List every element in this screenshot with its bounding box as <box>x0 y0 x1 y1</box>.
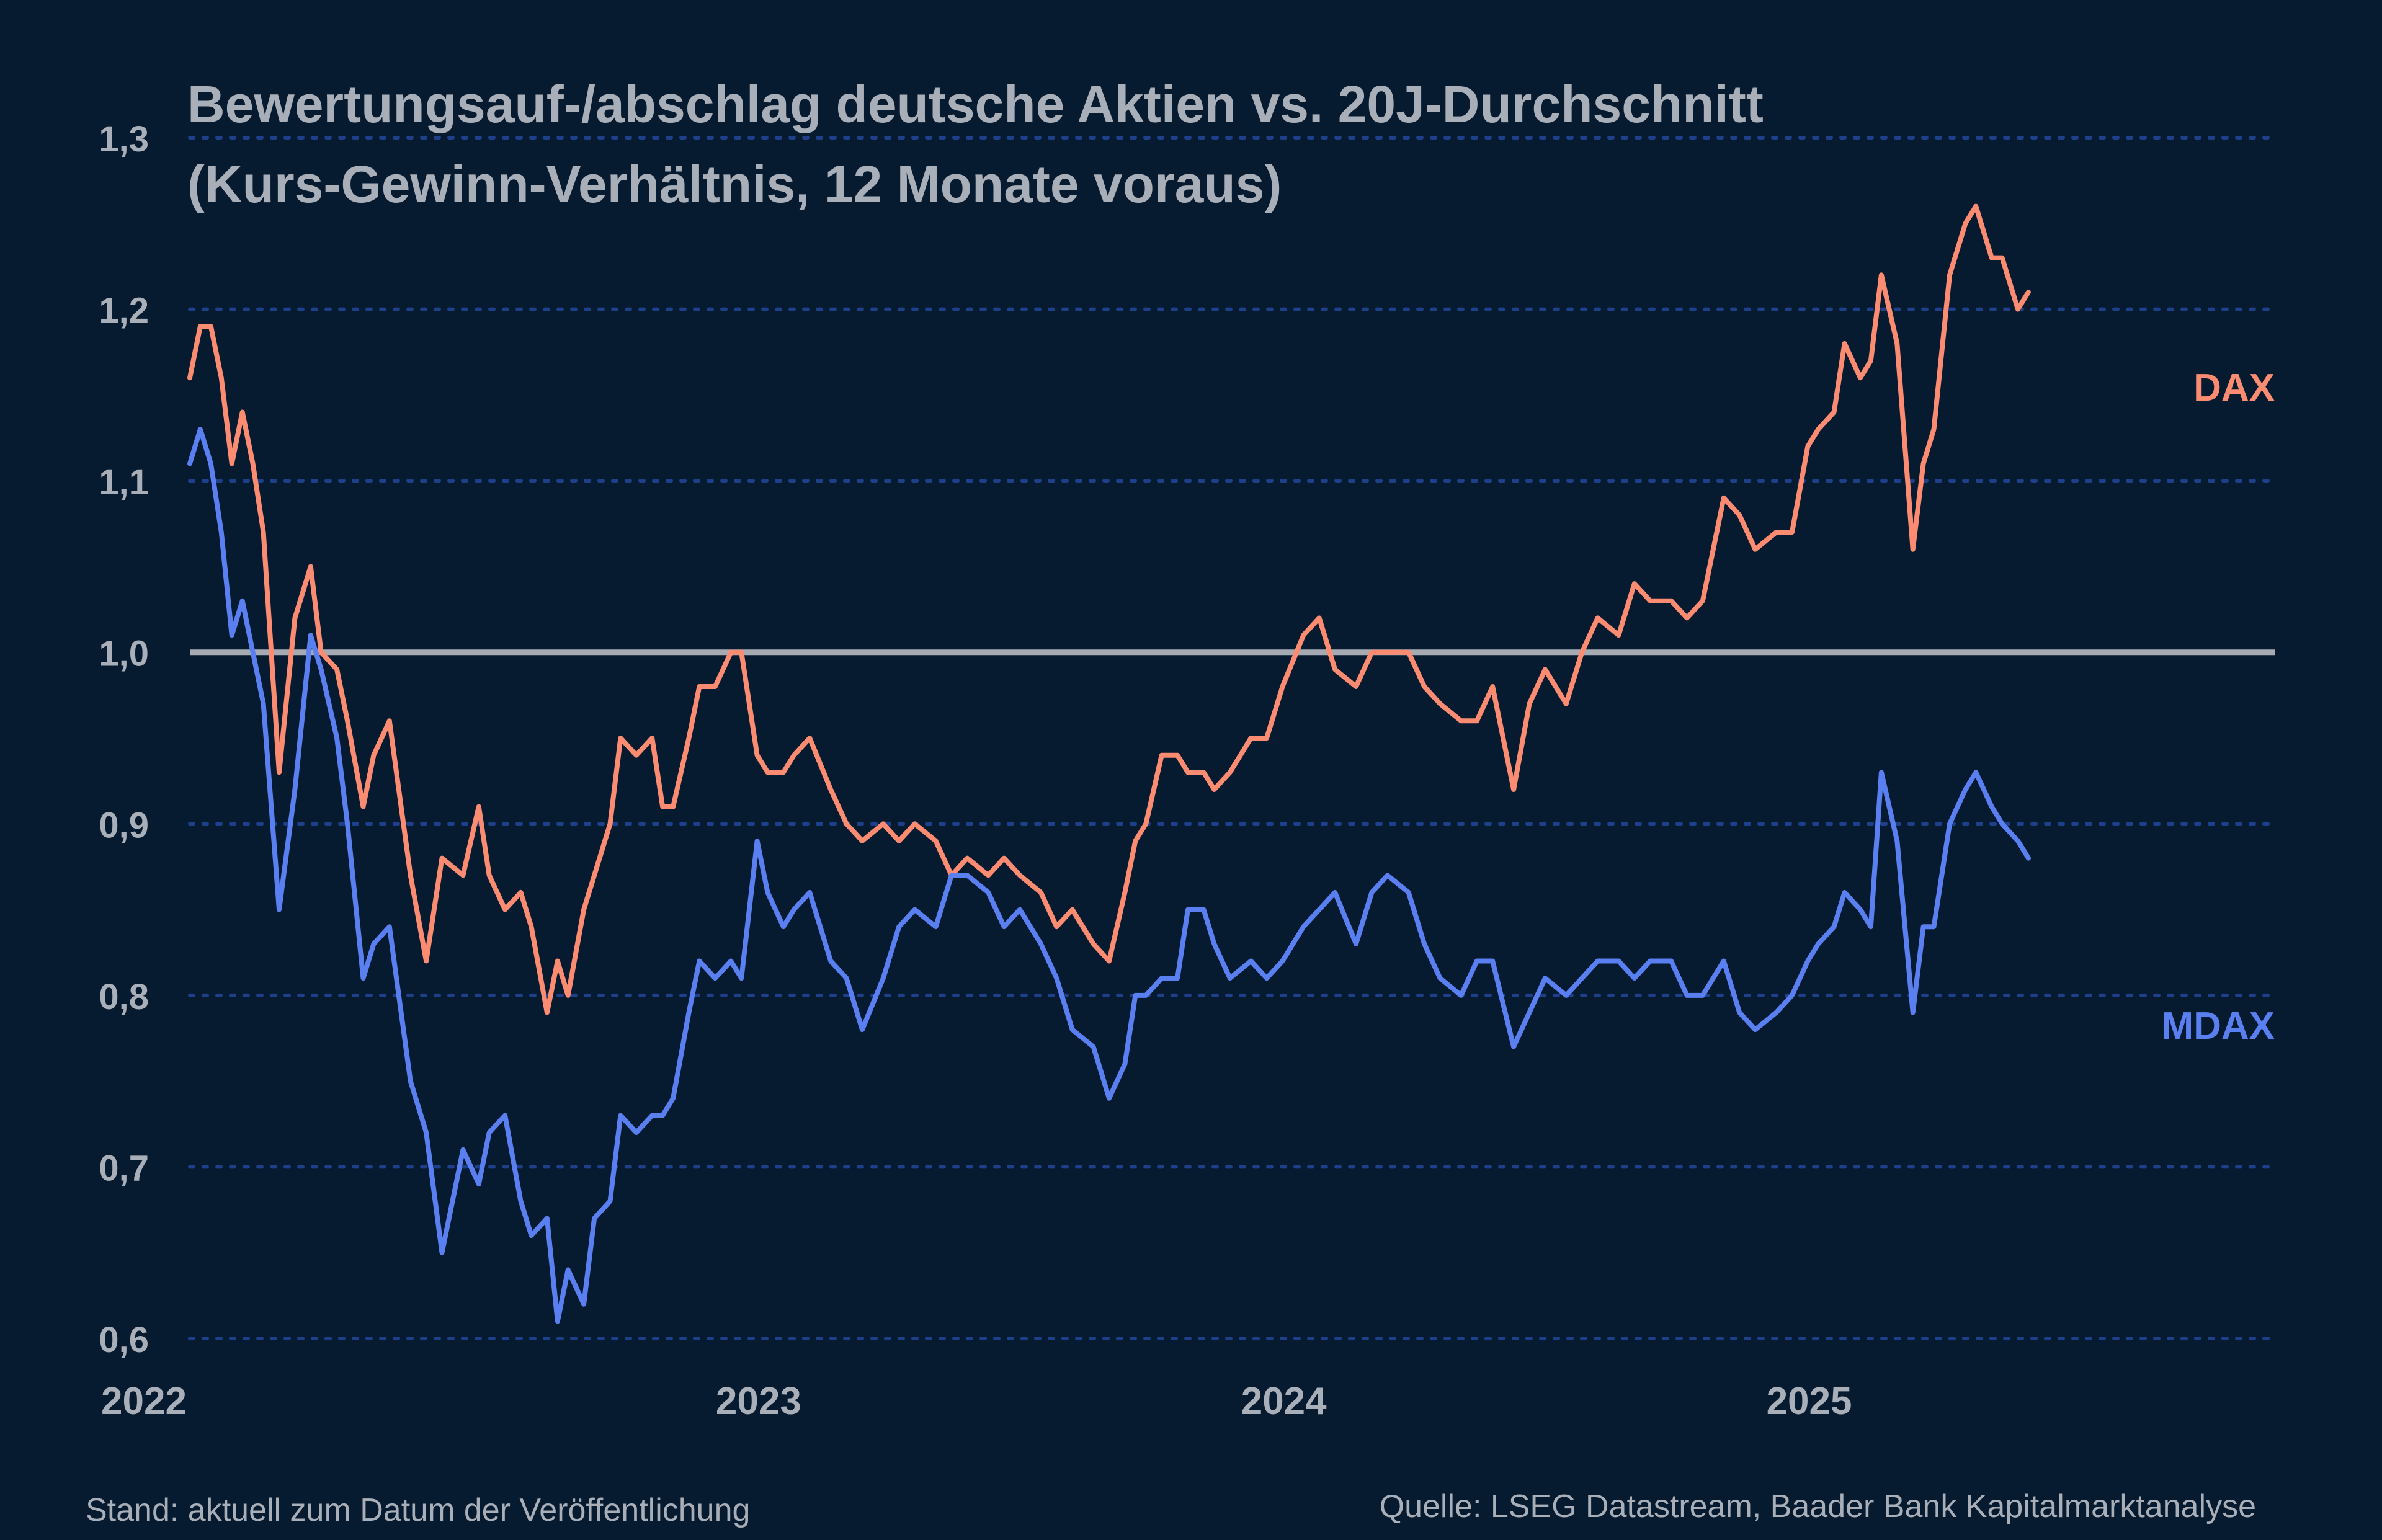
y-tick-label: 0,7 <box>99 1148 149 1188</box>
y-axis-ticks: 0,6 0,7 0,8 0,9 1,0 1,1 1,2 1,3 <box>99 119 149 1360</box>
series-line-dax <box>187 203 2031 1015</box>
y-tick-label: 1,1 <box>99 462 149 502</box>
chart-subtitle: (Kurs-Gewinn-Verhältnis, 12 Monate vorau… <box>187 155 1282 213</box>
y-tick-label: 1,3 <box>99 119 149 159</box>
x-tick-label: 2022 <box>101 1380 187 1423</box>
series-line-mdax <box>187 427 2031 1324</box>
chart-title: Bewertungsauf-/abschlag deutsche Aktien … <box>187 75 1764 133</box>
footer-source: Quelle: LSEG Datastream, Baader Bank Kap… <box>1380 1489 2256 1524</box>
y-tick-label: 1,0 <box>99 634 149 674</box>
footer-note: Stand: aktuell zum Datum der Veröffentli… <box>86 1492 750 1528</box>
x-axis-ticks: 2022 2023 2024 2025 <box>101 1380 1852 1423</box>
y-tick-label: 0,8 <box>99 977 149 1017</box>
grid <box>188 136 2277 1340</box>
y-tick-label: 0,6 <box>99 1320 149 1360</box>
series-label-mdax: MDAX <box>2161 1005 2275 1048</box>
y-tick-label: 1,2 <box>99 291 149 331</box>
x-tick-label: 2024 <box>1241 1380 1327 1423</box>
x-tick-label: 2023 <box>716 1380 801 1423</box>
series <box>187 203 2031 1324</box>
series-label-dax: DAX <box>2193 367 2275 409</box>
x-tick-label: 2025 <box>1767 1380 1852 1423</box>
y-tick-label: 0,9 <box>99 805 149 845</box>
